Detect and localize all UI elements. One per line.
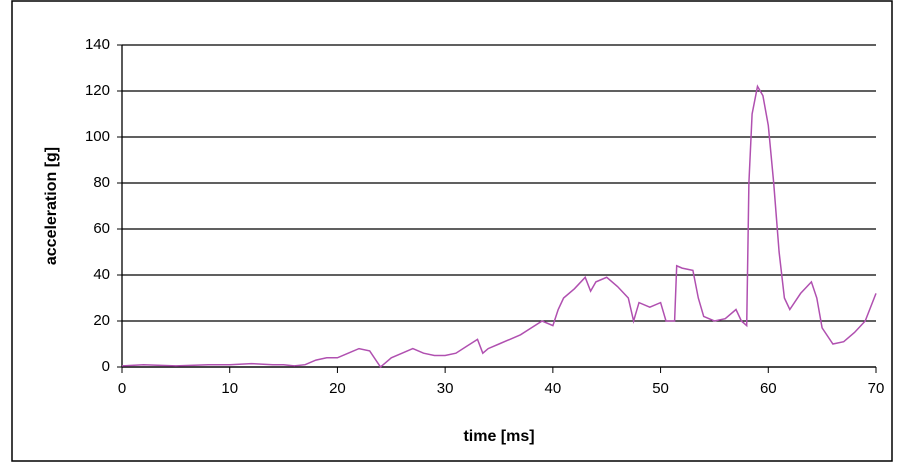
y-tick-label: 20 bbox=[93, 312, 110, 329]
x-axis-label: time [ms] bbox=[463, 428, 534, 445]
frame bbox=[11, 0, 893, 462]
data-line bbox=[121, 84, 877, 369]
x-tick-label: 10 bbox=[221, 380, 238, 397]
y-tick-label: 120 bbox=[85, 82, 110, 99]
x-tick-label: 30 bbox=[437, 380, 454, 397]
y-tick-label: 140 bbox=[85, 36, 110, 53]
x-tick-label: 40 bbox=[545, 380, 562, 397]
y-tick-label: 40 bbox=[93, 266, 110, 283]
y-tick-label: 60 bbox=[93, 220, 110, 237]
x-tick-label: 60 bbox=[760, 380, 777, 397]
x-tick-label: 70 bbox=[868, 380, 885, 397]
x-tick-label: 20 bbox=[329, 380, 346, 397]
y-tick-label: 100 bbox=[85, 128, 110, 145]
y-tick-label: 80 bbox=[93, 174, 110, 191]
x-tick-label: 50 bbox=[652, 380, 669, 397]
y-axis-label: acceleration [g] bbox=[43, 147, 60, 265]
y-tick-label: 0 bbox=[102, 358, 110, 375]
x-tick-label: 0 bbox=[118, 380, 126, 397]
